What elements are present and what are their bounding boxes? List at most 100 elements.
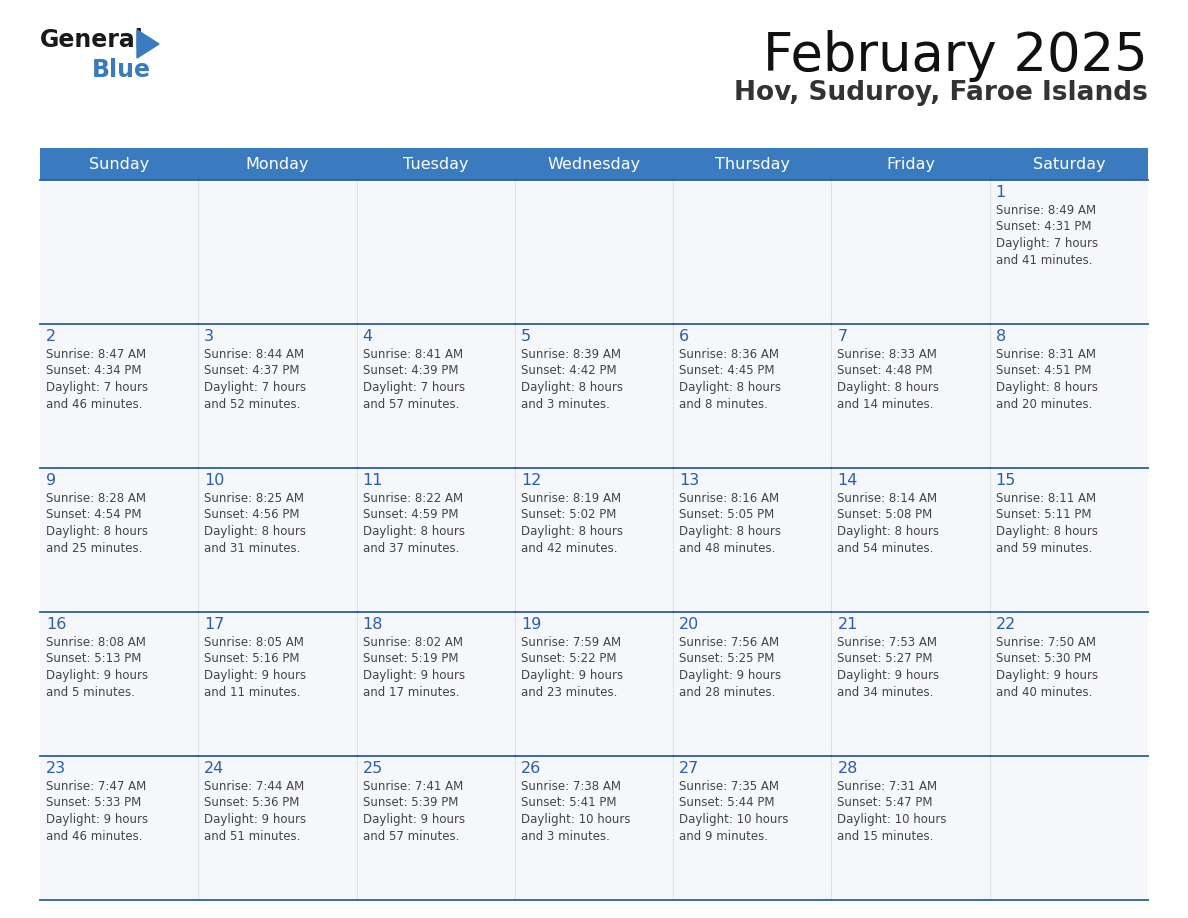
Bar bbox=[198, 612, 356, 756]
Text: Sunrise: 8:02 AM
Sunset: 5:19 PM
Daylight: 9 hours
and 17 minutes.: Sunrise: 8:02 AM Sunset: 5:19 PM Dayligh… bbox=[362, 636, 465, 699]
Bar bbox=[514, 756, 674, 900]
Text: 14: 14 bbox=[838, 473, 858, 488]
Text: 27: 27 bbox=[680, 761, 700, 776]
Bar bbox=[198, 148, 356, 180]
Bar bbox=[990, 180, 1148, 324]
Text: Sunrise: 8:41 AM
Sunset: 4:39 PM
Daylight: 7 hours
and 57 minutes.: Sunrise: 8:41 AM Sunset: 4:39 PM Dayligh… bbox=[362, 348, 465, 410]
Text: 24: 24 bbox=[204, 761, 225, 776]
Bar bbox=[198, 756, 356, 900]
Bar bbox=[674, 148, 832, 180]
Bar bbox=[674, 756, 832, 900]
Text: Sunrise: 8:39 AM
Sunset: 4:42 PM
Daylight: 8 hours
and 3 minutes.: Sunrise: 8:39 AM Sunset: 4:42 PM Dayligh… bbox=[520, 348, 623, 410]
Text: Sunrise: 7:59 AM
Sunset: 5:22 PM
Daylight: 9 hours
and 23 minutes.: Sunrise: 7:59 AM Sunset: 5:22 PM Dayligh… bbox=[520, 636, 623, 699]
Bar bbox=[832, 148, 990, 180]
Bar bbox=[40, 324, 198, 468]
Text: 18: 18 bbox=[362, 617, 383, 632]
Text: Sunrise: 8:33 AM
Sunset: 4:48 PM
Daylight: 8 hours
and 14 minutes.: Sunrise: 8:33 AM Sunset: 4:48 PM Dayligh… bbox=[838, 348, 940, 410]
Text: Tuesday: Tuesday bbox=[403, 156, 468, 172]
Text: Sunday: Sunday bbox=[89, 156, 150, 172]
Bar bbox=[356, 468, 514, 612]
Text: Sunrise: 8:36 AM
Sunset: 4:45 PM
Daylight: 8 hours
and 8 minutes.: Sunrise: 8:36 AM Sunset: 4:45 PM Dayligh… bbox=[680, 348, 782, 410]
Text: 10: 10 bbox=[204, 473, 225, 488]
Bar bbox=[356, 324, 514, 468]
Bar bbox=[40, 148, 198, 180]
Bar bbox=[514, 148, 674, 180]
Text: Sunrise: 7:53 AM
Sunset: 5:27 PM
Daylight: 9 hours
and 34 minutes.: Sunrise: 7:53 AM Sunset: 5:27 PM Dayligh… bbox=[838, 636, 940, 699]
Text: Sunrise: 8:22 AM
Sunset: 4:59 PM
Daylight: 8 hours
and 37 minutes.: Sunrise: 8:22 AM Sunset: 4:59 PM Dayligh… bbox=[362, 492, 465, 554]
Bar bbox=[514, 612, 674, 756]
Bar bbox=[674, 180, 832, 324]
Text: 28: 28 bbox=[838, 761, 858, 776]
Bar bbox=[514, 324, 674, 468]
Bar bbox=[198, 324, 356, 468]
Text: 5: 5 bbox=[520, 329, 531, 344]
Text: Sunrise: 8:05 AM
Sunset: 5:16 PM
Daylight: 9 hours
and 11 minutes.: Sunrise: 8:05 AM Sunset: 5:16 PM Dayligh… bbox=[204, 636, 307, 699]
Bar bbox=[674, 612, 832, 756]
Text: 23: 23 bbox=[46, 761, 67, 776]
Bar bbox=[40, 612, 198, 756]
Text: Sunrise: 8:31 AM
Sunset: 4:51 PM
Daylight: 8 hours
and 20 minutes.: Sunrise: 8:31 AM Sunset: 4:51 PM Dayligh… bbox=[996, 348, 1098, 410]
Text: 25: 25 bbox=[362, 761, 383, 776]
Text: Sunrise: 8:28 AM
Sunset: 4:54 PM
Daylight: 8 hours
and 25 minutes.: Sunrise: 8:28 AM Sunset: 4:54 PM Dayligh… bbox=[46, 492, 148, 554]
Text: Sunrise: 8:16 AM
Sunset: 5:05 PM
Daylight: 8 hours
and 48 minutes.: Sunrise: 8:16 AM Sunset: 5:05 PM Dayligh… bbox=[680, 492, 782, 554]
Text: Sunrise: 7:38 AM
Sunset: 5:41 PM
Daylight: 10 hours
and 3 minutes.: Sunrise: 7:38 AM Sunset: 5:41 PM Dayligh… bbox=[520, 780, 631, 843]
Text: 20: 20 bbox=[680, 617, 700, 632]
Text: 17: 17 bbox=[204, 617, 225, 632]
Text: Sunrise: 8:19 AM
Sunset: 5:02 PM
Daylight: 8 hours
and 42 minutes.: Sunrise: 8:19 AM Sunset: 5:02 PM Dayligh… bbox=[520, 492, 623, 554]
Text: General: General bbox=[40, 28, 144, 52]
Text: Sunrise: 7:47 AM
Sunset: 5:33 PM
Daylight: 9 hours
and 46 minutes.: Sunrise: 7:47 AM Sunset: 5:33 PM Dayligh… bbox=[46, 780, 148, 843]
Text: 22: 22 bbox=[996, 617, 1016, 632]
Text: Saturday: Saturday bbox=[1032, 156, 1105, 172]
Bar bbox=[674, 468, 832, 612]
Text: 1: 1 bbox=[996, 185, 1006, 200]
Bar bbox=[198, 180, 356, 324]
Text: 11: 11 bbox=[362, 473, 383, 488]
Text: 15: 15 bbox=[996, 473, 1016, 488]
Text: 19: 19 bbox=[520, 617, 542, 632]
Text: 7: 7 bbox=[838, 329, 847, 344]
Text: Sunrise: 7:35 AM
Sunset: 5:44 PM
Daylight: 10 hours
and 9 minutes.: Sunrise: 7:35 AM Sunset: 5:44 PM Dayligh… bbox=[680, 780, 789, 843]
Bar bbox=[832, 324, 990, 468]
Bar bbox=[514, 468, 674, 612]
Text: Sunrise: 8:44 AM
Sunset: 4:37 PM
Daylight: 7 hours
and 52 minutes.: Sunrise: 8:44 AM Sunset: 4:37 PM Dayligh… bbox=[204, 348, 307, 410]
Bar bbox=[832, 468, 990, 612]
Bar bbox=[990, 612, 1148, 756]
Bar bbox=[40, 180, 198, 324]
Bar bbox=[990, 756, 1148, 900]
Text: 9: 9 bbox=[46, 473, 56, 488]
Text: 3: 3 bbox=[204, 329, 214, 344]
Text: Sunrise: 7:50 AM
Sunset: 5:30 PM
Daylight: 9 hours
and 40 minutes.: Sunrise: 7:50 AM Sunset: 5:30 PM Dayligh… bbox=[996, 636, 1098, 699]
Bar bbox=[40, 756, 198, 900]
Text: 2: 2 bbox=[46, 329, 56, 344]
Text: 4: 4 bbox=[362, 329, 373, 344]
Text: Sunrise: 7:44 AM
Sunset: 5:36 PM
Daylight: 9 hours
and 51 minutes.: Sunrise: 7:44 AM Sunset: 5:36 PM Dayligh… bbox=[204, 780, 307, 843]
Bar bbox=[990, 468, 1148, 612]
Text: Friday: Friday bbox=[886, 156, 935, 172]
Bar bbox=[40, 468, 198, 612]
Bar bbox=[990, 148, 1148, 180]
Text: Monday: Monday bbox=[246, 156, 309, 172]
Text: Sunrise: 8:14 AM
Sunset: 5:08 PM
Daylight: 8 hours
and 54 minutes.: Sunrise: 8:14 AM Sunset: 5:08 PM Dayligh… bbox=[838, 492, 940, 554]
Bar bbox=[832, 612, 990, 756]
Text: Sunrise: 8:49 AM
Sunset: 4:31 PM
Daylight: 7 hours
and 41 minutes.: Sunrise: 8:49 AM Sunset: 4:31 PM Dayligh… bbox=[996, 204, 1098, 266]
Text: 6: 6 bbox=[680, 329, 689, 344]
Text: Thursday: Thursday bbox=[715, 156, 790, 172]
Text: Sunrise: 7:56 AM
Sunset: 5:25 PM
Daylight: 9 hours
and 28 minutes.: Sunrise: 7:56 AM Sunset: 5:25 PM Dayligh… bbox=[680, 636, 782, 699]
Bar bbox=[514, 180, 674, 324]
Bar bbox=[356, 148, 514, 180]
Bar bbox=[198, 468, 356, 612]
Text: 26: 26 bbox=[520, 761, 541, 776]
Text: 21: 21 bbox=[838, 617, 858, 632]
Bar bbox=[832, 180, 990, 324]
Bar bbox=[674, 324, 832, 468]
Text: 13: 13 bbox=[680, 473, 700, 488]
Polygon shape bbox=[137, 30, 159, 58]
Text: Sunrise: 8:25 AM
Sunset: 4:56 PM
Daylight: 8 hours
and 31 minutes.: Sunrise: 8:25 AM Sunset: 4:56 PM Dayligh… bbox=[204, 492, 307, 554]
Text: 12: 12 bbox=[520, 473, 542, 488]
Text: 8: 8 bbox=[996, 329, 1006, 344]
Text: 16: 16 bbox=[46, 617, 67, 632]
Text: Sunrise: 7:41 AM
Sunset: 5:39 PM
Daylight: 9 hours
and 57 minutes.: Sunrise: 7:41 AM Sunset: 5:39 PM Dayligh… bbox=[362, 780, 465, 843]
Bar bbox=[990, 324, 1148, 468]
Text: Sunrise: 8:11 AM
Sunset: 5:11 PM
Daylight: 8 hours
and 59 minutes.: Sunrise: 8:11 AM Sunset: 5:11 PM Dayligh… bbox=[996, 492, 1098, 554]
Bar bbox=[356, 756, 514, 900]
